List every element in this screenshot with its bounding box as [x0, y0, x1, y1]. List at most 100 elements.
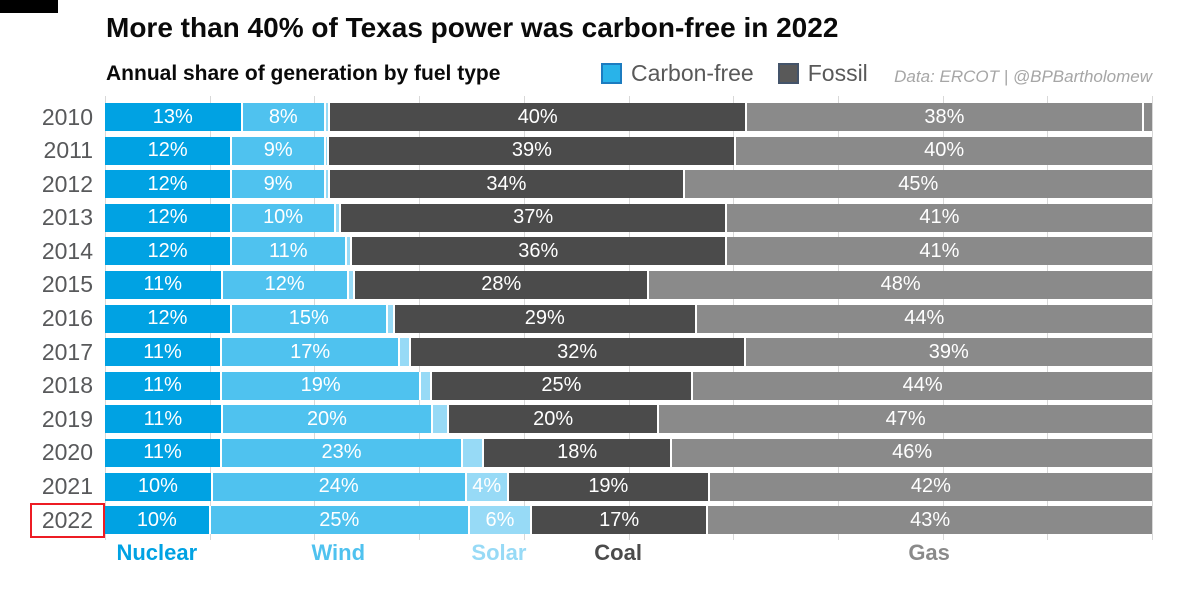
bar-segment-solar: [419, 371, 430, 400]
chart-row: 2016 12% 15% 29% 44%: [0, 304, 1200, 333]
bar-segment-wind: 19%: [220, 371, 420, 400]
fuel-type-axis-labels: Nuclear Wind Solar Coal Gas: [105, 540, 1152, 570]
stacked-bar: 11% 12% 28% 48%: [105, 270, 1152, 299]
chart-row: 2015 11% 12% 28% 48%: [0, 270, 1200, 299]
bar-segment-coal: 19%: [506, 472, 708, 501]
axis-label-coal: Coal: [594, 540, 642, 565]
bar-segment-solar: [323, 103, 329, 131]
year-label: 2021: [41, 473, 93, 500]
year-label-cell: 2012: [0, 170, 105, 198]
year-label: 2011: [43, 137, 93, 164]
chart-row: 2012 12% 9% 34% 45%: [0, 170, 1200, 199]
bar-segment-wind: 23%: [220, 438, 461, 467]
year-label: 2014: [41, 237, 93, 264]
year-label-cell: 2014: [0, 237, 105, 265]
bar-segment-coal: 32%: [408, 338, 744, 367]
bar-segment-coal: 37%: [339, 203, 725, 232]
bar-segment-nuclear: 12%: [105, 170, 231, 199]
stacked-bar: 10% 25% 6% 17% 43%: [105, 506, 1152, 535]
bar-segment-coal: 29%: [392, 304, 695, 333]
bar-segment-solar: [385, 304, 393, 333]
bar-segment-wind: 15%: [229, 304, 386, 333]
stacked-bar: 10% 24% 4% 19% 42%: [105, 472, 1152, 501]
bar-segment-gas: 45%: [682, 170, 1152, 199]
stacked-bar: 13% 8% 40% 38%: [105, 103, 1152, 131]
bar-segment-nuclear: 11%: [105, 438, 221, 467]
bar-segment-gas: 40%: [734, 136, 1152, 165]
bar-segment-nuclear: 10%: [105, 472, 211, 501]
bar-segment-wind: 9%: [230, 136, 325, 165]
bar-segment-coal: 39%: [327, 136, 735, 165]
bar-segment-wind: 9%: [230, 170, 324, 199]
bar-segment-gas: 38%: [745, 103, 1142, 131]
legend-swatch-icon: [601, 63, 622, 84]
year-label-cell: 2020: [0, 439, 105, 467]
year-label: 2013: [41, 204, 93, 231]
year-label-cell: 2013: [0, 204, 105, 232]
bar-segment-nuclear: 12%: [105, 203, 230, 232]
year-label-cell: 2018: [0, 372, 105, 400]
chart-row: 2021 10% 24% 4% 19% 42%: [0, 472, 1200, 501]
stacked-bar: 11% 23% 18% 46%: [105, 438, 1152, 467]
chart-row: 2022 10% 25% 6% 17% 43%: [0, 502, 1200, 538]
bar-segment-wind: 20%: [220, 405, 432, 434]
year-label: 2015: [41, 271, 93, 298]
stacked-bar: 11% 17% 32% 39%: [105, 338, 1152, 367]
axis-label-wind: Wind: [311, 540, 366, 565]
year-label-cell: 2011: [0, 137, 105, 165]
stacked-bar: 11% 19% 25% 44%: [105, 371, 1152, 400]
bar-segment-wind: 17%: [220, 338, 399, 367]
data-credit: Data: ERCOT | @BPBartholomew: [894, 67, 1152, 86]
bar-segment-solar: [460, 438, 482, 467]
stacked-bar: 12% 11% 36% 41%: [105, 237, 1152, 266]
bar-segment-gas: 47%: [657, 405, 1152, 434]
bar-segment-other: [1141, 103, 1152, 131]
axis-label-gas: Gas: [908, 540, 950, 565]
chart-row: 2019 11% 20% 20% 47%: [0, 405, 1200, 434]
bar-segment-solar: [323, 170, 329, 199]
bar-segment-coal: 17%: [530, 506, 707, 535]
chart-row: 2017 11% 17% 32% 39%: [0, 338, 1200, 367]
bar-segment-coal: 40%: [328, 103, 746, 131]
legend-item: Carbon-free: [601, 60, 754, 87]
year-label: 2016: [41, 305, 93, 332]
stacked-bar: 12% 10% 37% 41%: [105, 203, 1152, 232]
bar-segment-wind: 11%: [230, 237, 345, 266]
year-label-cell: 2016: [0, 305, 105, 333]
bar-segment-nuclear: 12%: [105, 237, 230, 266]
chart-subtitle: Annual share of generation by fuel type: [106, 62, 501, 85]
stacked-bar: 11% 20% 20% 47%: [105, 405, 1152, 434]
bar-segment-nuclear: 11%: [105, 338, 221, 367]
bar-segment-nuclear: 11%: [105, 371, 221, 400]
chart-row: 2018 11% 19% 25% 44%: [0, 371, 1200, 400]
year-label-cell: 2015: [0, 271, 105, 299]
legend: Carbon-free Fossil: [601, 60, 868, 87]
year-label: 2020: [41, 439, 93, 466]
bar-segment-nuclear: 12%: [105, 136, 231, 165]
bar-segment-nuclear: 10%: [105, 506, 209, 535]
bar-segment-gas: 39%: [743, 338, 1152, 367]
bar-segment-nuclear: 12%: [105, 304, 230, 333]
bar-segment-gas: 44%: [691, 371, 1152, 400]
year-label-cell: 2022: [0, 502, 105, 538]
year-label-cell: 2021: [0, 473, 105, 501]
year-label-cell: 2017: [0, 338, 105, 366]
bar-segment-coal: 28%: [353, 270, 648, 299]
bar-segment-wind: 25%: [208, 506, 468, 535]
screen-corner-artifact: [0, 0, 58, 13]
chart-row: 2010 13% 8% 40% 38%: [0, 103, 1200, 131]
bar-segment-gas: 41%: [724, 203, 1152, 232]
bar-segment-coal: 34%: [328, 170, 683, 199]
legend-item: Fossil: [777, 60, 868, 87]
year-label: 2017: [41, 338, 93, 365]
bar-segment-solar: [334, 203, 340, 232]
legend-swatch-icon: [777, 63, 799, 84]
bar-segment-nuclear: 11%: [105, 270, 221, 299]
bar-segment-nuclear: 11%: [105, 405, 221, 434]
bar-segment-solar: [324, 136, 328, 165]
stacked-bar: 12% 9% 34% 45%: [105, 170, 1152, 199]
bar-segment-solar: 4%: [464, 472, 507, 501]
bar-segment-gas: 42%: [707, 472, 1152, 501]
chart-rows: 2010 13% 8% 40% 38% 2011 12% 9% 39% 40% 2012 12% 9% 3…: [0, 103, 1200, 540]
chart-title: More than 40% of Texas power was carbon-…: [106, 12, 839, 43]
